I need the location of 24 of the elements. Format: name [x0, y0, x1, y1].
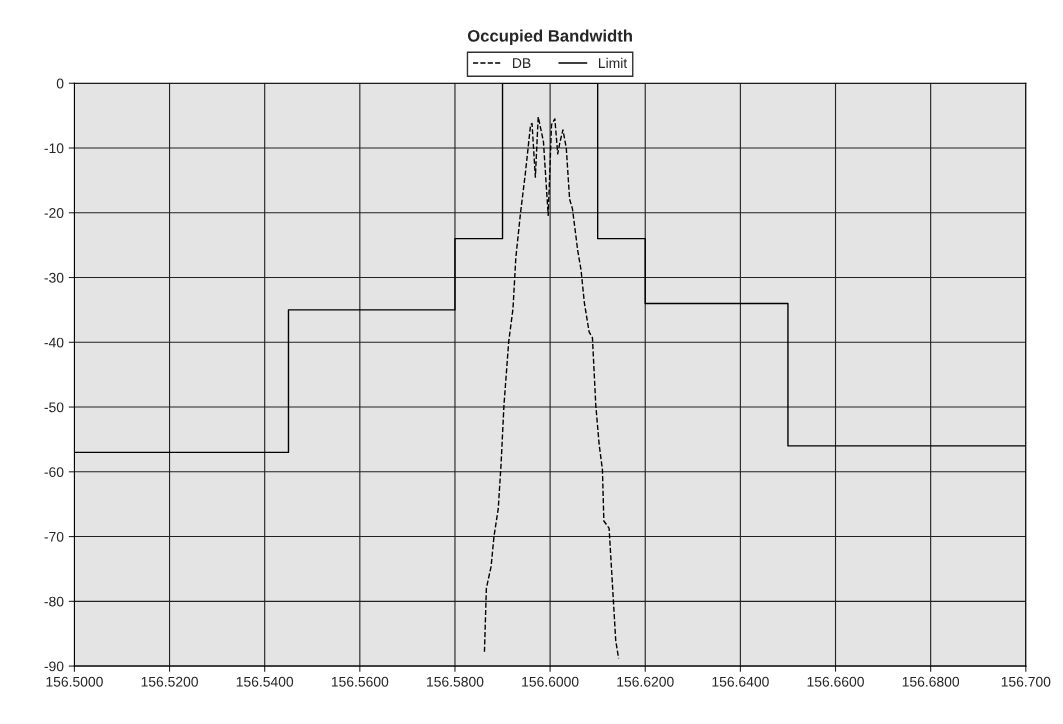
- y-tick-label: -30: [44, 272, 64, 283]
- legend-label: Limit: [599, 57, 628, 68]
- x-tick-label: 156.5000: [46, 676, 103, 687]
- x-tick-label: 156.6000: [522, 676, 579, 687]
- y-tick-label: -10: [44, 143, 64, 154]
- x-tick-label: 156.5200: [141, 676, 198, 687]
- x-tick-label: 156.5600: [331, 676, 389, 687]
- x-tick-label: 156.6800: [902, 676, 960, 687]
- y-tick-label: -90: [44, 661, 64, 672]
- y-tick-label: -40: [44, 337, 64, 348]
- y-tick-label: -50: [44, 402, 64, 413]
- x-tick-label: 156.5800: [427, 676, 484, 687]
- y-tick-label: -80: [44, 596, 64, 607]
- y-tick-label: -60: [44, 467, 64, 477]
- y-tick-label: 0: [56, 78, 64, 89]
- x-tick-label: 156.6600: [807, 676, 864, 687]
- chart-title: Occupied Bandwidth: [467, 29, 632, 46]
- y-tick-label: -70: [44, 531, 64, 542]
- x-tick-label: 156.6200: [617, 676, 674, 687]
- x-tick-label: 156.700: [1001, 676, 1051, 687]
- x-tick-label: 156.6400: [712, 676, 769, 687]
- x-tick-label: 156.5400: [236, 676, 294, 687]
- legend-label: DB: [513, 58, 531, 68]
- y-tick-label: -20: [44, 208, 64, 218]
